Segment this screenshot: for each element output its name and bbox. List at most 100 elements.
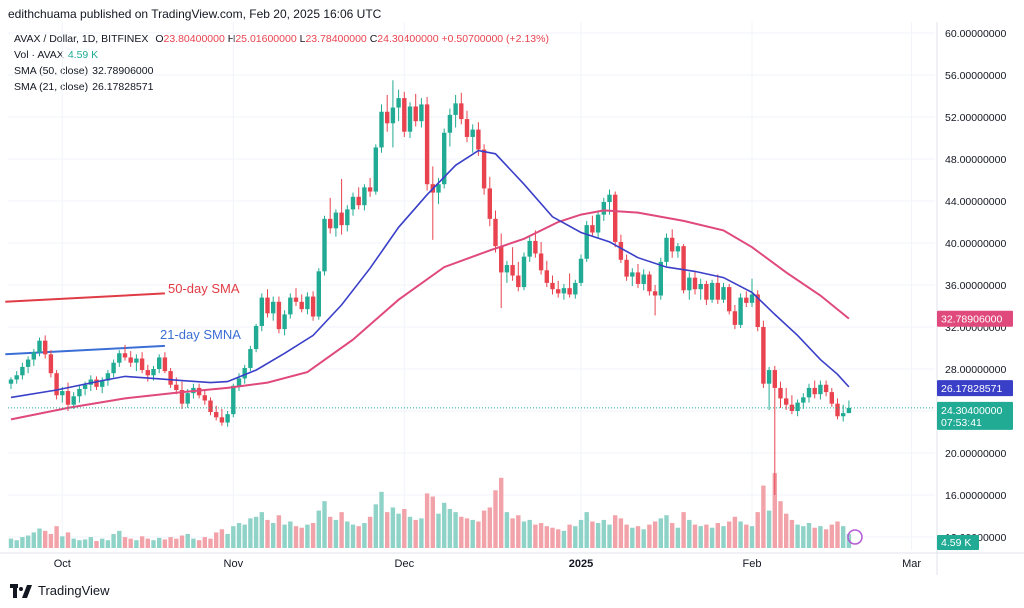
- volume-bar: [499, 477, 504, 548]
- volume-bar: [556, 529, 561, 548]
- volume-bar: [573, 526, 578, 548]
- volume-bar: [139, 536, 145, 548]
- candle-body: [510, 265, 515, 276]
- volume-bar: [818, 526, 823, 548]
- candle-body: [196, 387, 202, 396]
- candle-body: [367, 187, 373, 192]
- candle-body: [675, 246, 681, 252]
- candle-body: [601, 202, 606, 215]
- candle-body: [117, 353, 122, 363]
- price-tick-label: 20.00000000: [945, 448, 1006, 460]
- volume-bar: [664, 515, 669, 548]
- candle-body: [607, 194, 612, 203]
- volume-bar: [128, 538, 133, 548]
- candle-body: [590, 225, 595, 233]
- volume-bar: [464, 518, 470, 548]
- sma50-annotation-line: [5, 292, 165, 303]
- symbol-label[interactable]: AVAX / Dollar, 1D, BITFINEX: [14, 33, 149, 45]
- tradingview-logo-icon[interactable]: [10, 583, 32, 598]
- footer-brand[interactable]: TradingView: [38, 583, 110, 598]
- candle-body: [299, 301, 304, 310]
- volume-bar: [709, 527, 715, 548]
- candle-body: [31, 352, 36, 360]
- volume-bar: [424, 493, 430, 548]
- volume-bar: [447, 509, 453, 548]
- volume-bar: [806, 523, 812, 548]
- candle-body: [527, 240, 532, 257]
- price-tick-label: 48.00000000: [945, 154, 1006, 166]
- volume-bar: [630, 527, 635, 548]
- candle-body: [128, 357, 133, 363]
- volume-bar: [82, 539, 88, 548]
- candle-body: [470, 129, 475, 137]
- volume-bar: [538, 523, 544, 548]
- sma50-badge: 32.78906000: [937, 310, 1013, 327]
- candle-body: [419, 104, 424, 122]
- volume-bar: [396, 513, 401, 548]
- volume-bar: [738, 521, 743, 548]
- volume-bar: [419, 518, 424, 548]
- candle-body: [145, 370, 150, 376]
- volume-bar: [179, 535, 185, 548]
- volume-bar: [755, 512, 760, 548]
- volume-bar: [208, 538, 213, 548]
- volume-bar: [202, 537, 207, 548]
- volume-bar: [282, 524, 287, 548]
- candle-body: [635, 272, 641, 284]
- volume-bar: [350, 524, 356, 548]
- price-tick-label: 40.00000000: [945, 238, 1006, 250]
- sma21-annotation-text: 21-day SMNA: [160, 327, 241, 342]
- candle-body: [43, 340, 48, 355]
- candle-body: [481, 149, 487, 189]
- price-tick-label: 56.00000000: [945, 70, 1006, 82]
- volume-bar: [590, 521, 595, 548]
- candle-body: [373, 147, 378, 192]
- candle-body: [48, 354, 54, 374]
- volume-bar: [356, 526, 361, 548]
- circle-marker-icon[interactable]: [847, 529, 863, 545]
- candle-body: [402, 98, 407, 132]
- candle-body: [407, 106, 413, 132]
- sma21-value: 26.17828571: [92, 81, 154, 93]
- sma21-badge-text: 26.17828571: [941, 383, 1002, 395]
- sma21-label[interactable]: SMA (21, close): [14, 81, 89, 93]
- candle-body: [185, 393, 190, 404]
- volume-bar: [25, 535, 31, 548]
- price-axis[interactable]: 60.00000000 56.00000000 52.00000000 48.0000…: [936, 22, 1006, 575]
- candle-body: [219, 417, 225, 423]
- volume-bar: [231, 526, 236, 548]
- candle-body: [493, 218, 498, 247]
- candle-body: [476, 129, 481, 150]
- candle-body: [168, 371, 173, 385]
- candle-body: [379, 111, 384, 148]
- volume-bar: [248, 518, 253, 548]
- candle-body: [578, 258, 584, 283]
- volume-bar: [122, 537, 128, 548]
- time-tick-label: Nov: [224, 558, 244, 570]
- candle-body: [100, 380, 105, 387]
- volume-bar: [675, 527, 681, 548]
- volume-bar: [829, 524, 834, 548]
- volume-bar: [647, 524, 652, 548]
- volume-bar: [345, 521, 350, 548]
- volume-bar: [54, 526, 59, 548]
- volume-label[interactable]: Vol · AVAX: [14, 49, 64, 61]
- sma50-label[interactable]: SMA (50, close): [14, 65, 89, 77]
- sma21-line: [10, 149, 850, 399]
- candle-body: [37, 340, 42, 353]
- volume-bar: [561, 530, 567, 548]
- time-tick-label: Oct: [54, 558, 71, 570]
- volume-bar: [236, 523, 242, 548]
- volume-row: Vol · AVAX 4.59 K: [14, 47, 549, 63]
- volume-bar: [789, 519, 795, 548]
- candle-body: [328, 218, 333, 229]
- volume-bar: [362, 523, 367, 548]
- sma21-annotation-line: [5, 344, 165, 356]
- price-tick-label: 52.00000000: [945, 112, 1006, 124]
- volume-bar: [328, 516, 333, 548]
- candle-body: [242, 367, 247, 379]
- time-axis[interactable]: Oct Nov Dec 2025 Feb Mar: [0, 552, 1024, 570]
- volume-bar: [453, 512, 458, 548]
- candle-body: [504, 265, 510, 273]
